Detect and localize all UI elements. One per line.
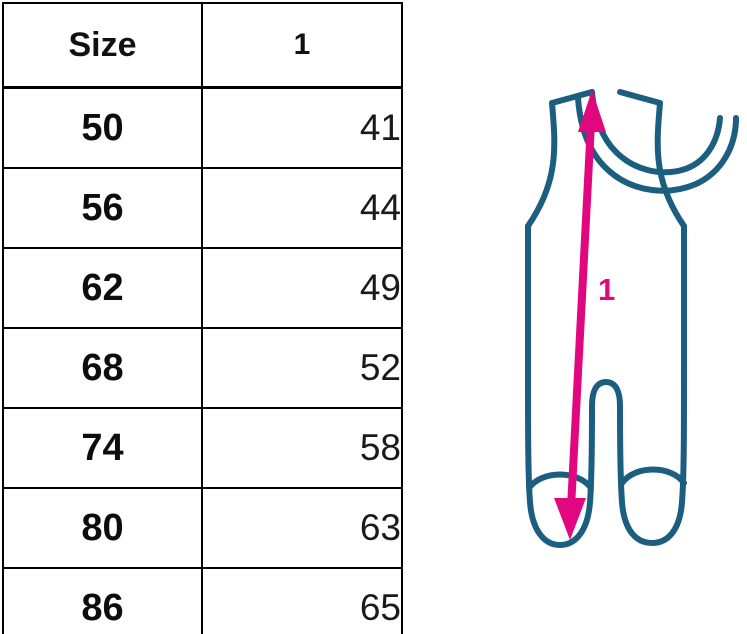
table-row: 62 49 — [2, 247, 403, 329]
cell-size: 62 — [2, 247, 203, 329]
cell-size: 68 — [2, 327, 203, 409]
table-row: 68 52 — [2, 327, 403, 409]
table-row: 86 65 — [2, 567, 403, 634]
measure-label-1: 1 — [598, 272, 615, 307]
table-row: 74 58 — [2, 407, 403, 489]
cell-measure-1: 63 — [201, 487, 403, 569]
cell-measure-1: 58 — [201, 407, 403, 489]
double-headed-measure-arrow-icon — [554, 90, 606, 540]
table-header-row: Size 1 — [2, 2, 403, 89]
cell-size: 50 — [2, 86, 203, 169]
cell-measure-1: 41 — [201, 86, 403, 169]
cell-size: 56 — [2, 167, 203, 249]
arrowhead-up-icon — [578, 90, 606, 132]
table-row: 56 44 — [2, 167, 403, 249]
arrowhead-down-icon — [554, 498, 586, 540]
cell-measure-1: 44 — [201, 167, 403, 249]
table-row: 80 63 — [2, 487, 403, 569]
size-table: Size 1 50 41 56 44 62 49 68 — [2, 2, 403, 634]
size-table-body: 50 41 56 44 62 49 68 52 74 58 — [2, 86, 403, 634]
cell-measure-1: 65 — [201, 567, 403, 634]
table-row: 50 41 — [2, 86, 403, 169]
column-header-size: Size — [2, 2, 203, 89]
garment-illustration: 1 — [470, 40, 747, 600]
cell-size: 74 — [2, 407, 203, 489]
size-table-header: Size 1 — [2, 2, 403, 89]
cell-measure-1: 52 — [201, 327, 403, 409]
size-table-container: Size 1 50 41 56 44 62 49 68 — [2, 2, 403, 634]
cell-size: 80 — [2, 487, 203, 569]
cell-size: 86 — [2, 567, 203, 634]
dungarees-outline-icon — [525, 89, 739, 548]
cell-measure-1: 49 — [201, 247, 403, 329]
column-header-measure-1: 1 — [201, 2, 403, 89]
